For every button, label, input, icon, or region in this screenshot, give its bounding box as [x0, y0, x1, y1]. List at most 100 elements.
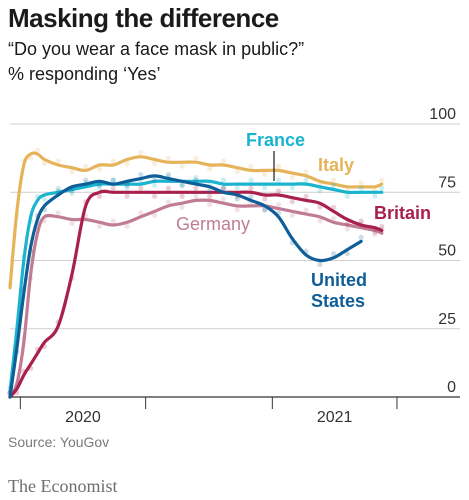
- data-point-united-states: [69, 188, 75, 194]
- data-point-france: [220, 177, 227, 183]
- data-point-germany: [317, 218, 323, 224]
- data-point-germany: [344, 226, 350, 232]
- series-points-united-states: [7, 172, 364, 396]
- y-tick-label-25: 25: [438, 311, 456, 328]
- data-point-italy: [124, 160, 130, 167]
- y-axis-labels: 0 25 50 75 100: [429, 106, 456, 396]
- data-point-britain: [151, 193, 158, 199]
- data-point-united-states: [96, 182, 103, 188]
- series-lines: [7, 147, 385, 399]
- data-point-france: [96, 185, 103, 191]
- data-point-united-states: [193, 177, 199, 183]
- data-point-britain: [344, 220, 350, 227]
- data-point-united-states: [179, 182, 185, 188]
- data-point-italy: [275, 163, 282, 170]
- y-tick-label-75: 75: [438, 174, 456, 191]
- data-point-italy: [179, 163, 185, 169]
- series-label-line-britain: Britain: [374, 203, 431, 223]
- data-point-united-states: [151, 177, 158, 183]
- data-point-germany: [262, 207, 268, 213]
- data-point-britain: [303, 193, 309, 200]
- series-line-britain: [8, 189, 384, 399]
- series-label-line-united-states: United: [311, 270, 367, 290]
- series-points-britain: [7, 185, 385, 396]
- data-point-italy: [41, 160, 48, 167]
- data-point-germany: [331, 215, 337, 221]
- y-tick-label-100: 100: [429, 106, 456, 123]
- data-point-united-states: [165, 172, 171, 178]
- data-point-germany: [372, 231, 378, 238]
- data-point-france: [303, 177, 309, 183]
- data-point-france: [275, 177, 282, 183]
- series-label-line-germany: Germany: [176, 214, 250, 234]
- data-point-united-states: [358, 234, 364, 240]
- data-point-france: [110, 177, 116, 183]
- data-point-france: [151, 182, 158, 188]
- data-point-france: [317, 188, 323, 194]
- data-point-germany: [234, 207, 240, 213]
- series-label-germany: Germany: [176, 214, 250, 234]
- data-point-germany: [207, 201, 213, 208]
- data-point-france: [248, 177, 254, 183]
- data-point-germany: [138, 210, 144, 216]
- series-labels: Italy France Germany Britain United States: [176, 130, 431, 311]
- data-point-germany: [289, 212, 295, 218]
- data-point-italy: [303, 169, 309, 175]
- data-point-germany: [110, 218, 116, 224]
- data-point-italy: [207, 166, 213, 172]
- data-point-united-states: [331, 251, 337, 257]
- data-point-britain: [220, 185, 227, 191]
- data-point-france: [358, 185, 364, 191]
- data-point-italy: [193, 155, 199, 161]
- data-point-france: [234, 185, 240, 191]
- data-point-united-states: [124, 182, 130, 188]
- data-point-germany: [96, 223, 103, 229]
- data-point-italy: [234, 169, 240, 175]
- data-point-france: [372, 193, 378, 199]
- data-point-italy: [165, 155, 171, 161]
- series-line-italy: [8, 151, 384, 290]
- data-point-germany: [55, 210, 61, 216]
- series-line-germany: [8, 198, 384, 399]
- data-point-united-states: [234, 196, 240, 202]
- data-point-britain: [317, 204, 323, 210]
- grid-lines: [10, 123, 460, 398]
- data-point-france: [124, 185, 130, 191]
- data-point-britain: [138, 185, 144, 191]
- chart-unit-label: % responding ‘Yes’: [8, 64, 161, 84]
- data-point-france: [69, 190, 75, 197]
- data-point-france: [193, 174, 199, 180]
- data-point-italy: [289, 174, 295, 180]
- data-point-italy: [83, 163, 89, 170]
- chart-title: Masking the difference: [8, 3, 279, 33]
- series-label-italy: Italy: [318, 155, 354, 175]
- data-point-france: [55, 185, 61, 191]
- series-label-britain: Britain: [374, 203, 431, 223]
- y-tick-label-50: 50: [438, 243, 456, 260]
- data-point-italy: [358, 180, 364, 186]
- y-tick-label-0: 0: [447, 379, 456, 396]
- data-point-italy: [151, 160, 158, 167]
- data-point-united-states: [110, 177, 116, 183]
- data-point-britain: [289, 199, 295, 205]
- data-point-germany: [151, 212, 158, 218]
- data-point-italy: [262, 171, 268, 178]
- data-point-united-states: [207, 188, 213, 194]
- data-point-italy: [69, 169, 75, 175]
- data-point-britain: [179, 193, 185, 199]
- data-point-britain: [358, 218, 364, 224]
- data-point-italy: [55, 158, 61, 164]
- data-point-britain: [193, 185, 199, 191]
- data-point-britain: [372, 229, 378, 235]
- data-point-france: [379, 185, 385, 191]
- data-point-france: [179, 182, 185, 188]
- data-point-italy: [331, 177, 337, 183]
- data-point-britain: [110, 185, 116, 191]
- data-point-united-states: [248, 193, 254, 200]
- data-point-italy: [96, 166, 103, 172]
- x-tick-label-2020: 2020: [65, 409, 101, 426]
- data-point-germany: [193, 193, 199, 200]
- data-point-france: [41, 196, 48, 202]
- series-line-united-states: [8, 174, 363, 399]
